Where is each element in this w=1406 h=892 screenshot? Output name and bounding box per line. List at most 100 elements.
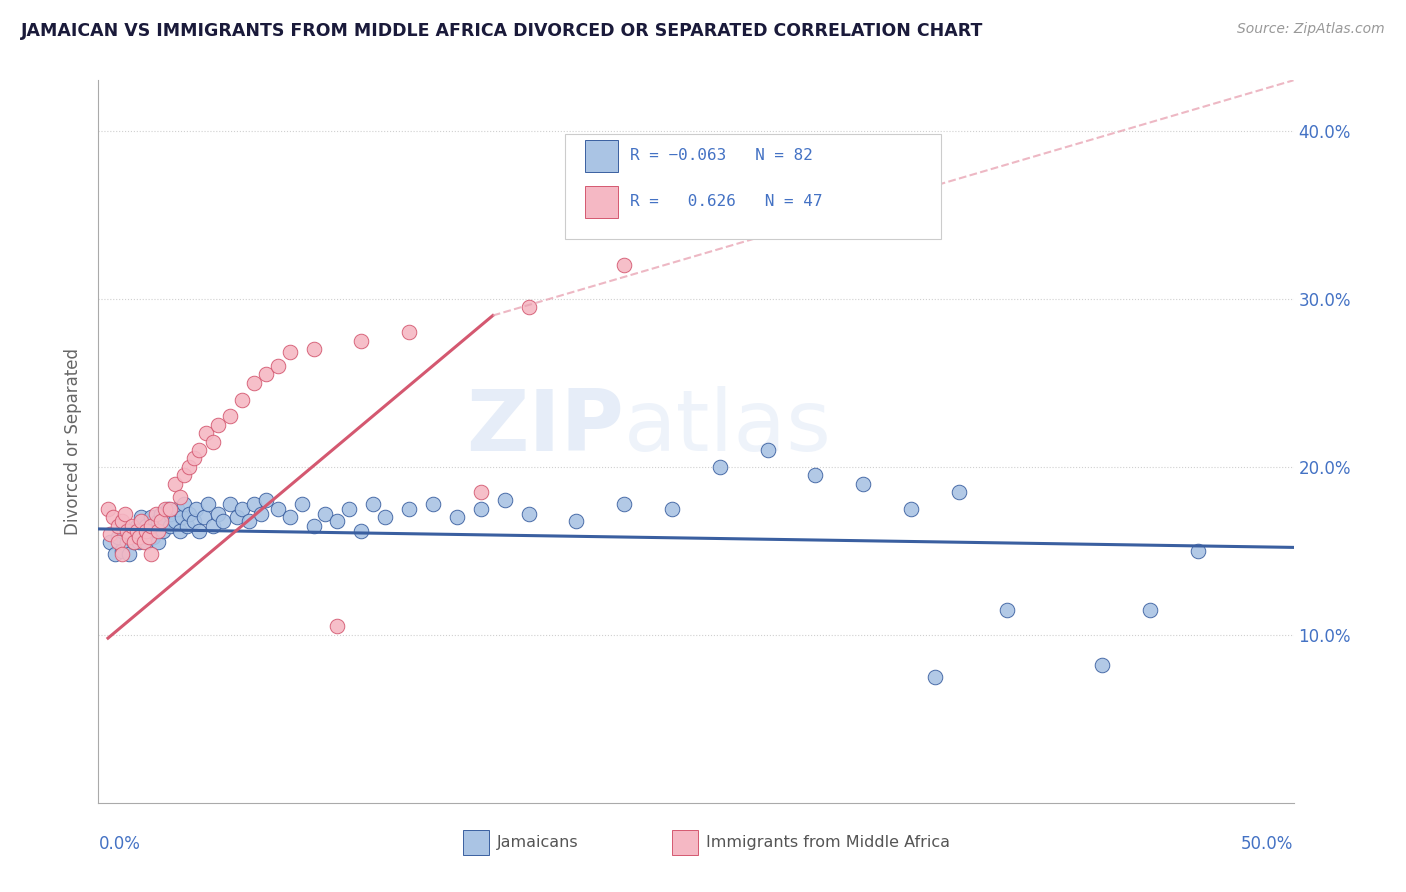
Point	[115, 535, 138, 549]
Point	[111, 524, 134, 538]
Text: R = −0.063   N = 82: R = −0.063 N = 82	[630, 148, 813, 163]
Point	[315, 507, 337, 521]
Point	[139, 527, 162, 541]
Point	[326, 514, 349, 528]
Point	[197, 497, 219, 511]
Point	[173, 468, 195, 483]
Point	[163, 514, 186, 528]
Point	[172, 510, 194, 524]
Point	[517, 300, 540, 314]
Point	[339, 501, 361, 516]
Text: Immigrants from Middle Africa: Immigrants from Middle Africa	[706, 835, 949, 850]
Point	[132, 530, 155, 544]
Point	[422, 497, 444, 511]
Point	[125, 518, 148, 533]
Point	[231, 392, 253, 407]
Text: ZIP: ZIP	[467, 385, 624, 468]
Point	[138, 530, 160, 544]
Point	[756, 442, 779, 457]
Point	[211, 514, 233, 528]
Y-axis label: Divorced or Separated: Divorced or Separated	[65, 348, 83, 535]
Point	[169, 490, 191, 504]
FancyBboxPatch shape	[565, 135, 941, 239]
Point	[243, 497, 266, 511]
Point	[852, 476, 875, 491]
Point	[900, 501, 922, 516]
Point	[159, 507, 181, 521]
Point	[565, 514, 588, 528]
Point	[207, 417, 229, 432]
Point	[363, 497, 385, 511]
Point	[278, 510, 301, 524]
Point	[97, 501, 120, 516]
Point	[494, 493, 516, 508]
Point	[254, 368, 277, 382]
Point	[138, 524, 160, 538]
Point	[118, 547, 141, 561]
Point	[613, 497, 636, 511]
Point	[267, 359, 290, 373]
Point	[186, 501, 208, 516]
Point	[326, 619, 349, 633]
Point	[243, 376, 266, 390]
Point	[159, 518, 181, 533]
Point	[254, 493, 277, 508]
Point	[135, 518, 157, 533]
Point	[1091, 658, 1114, 673]
Point	[114, 507, 136, 521]
Point	[148, 535, 170, 549]
Point	[231, 501, 253, 516]
Point	[804, 468, 827, 483]
Point	[98, 535, 122, 549]
Point	[145, 507, 167, 521]
Point	[135, 535, 157, 549]
Point	[238, 514, 260, 528]
Point	[1187, 543, 1209, 558]
Point	[176, 518, 198, 533]
Text: atlas: atlas	[624, 385, 832, 468]
Point	[124, 535, 146, 549]
Point	[104, 547, 127, 561]
Point	[139, 547, 162, 561]
Bar	[672, 830, 699, 855]
Point	[187, 442, 209, 457]
Bar	[585, 140, 619, 172]
Point	[613, 258, 636, 272]
Point	[159, 501, 181, 516]
Point	[111, 543, 134, 558]
Point	[139, 518, 162, 533]
Point	[709, 459, 731, 474]
Point	[149, 514, 172, 528]
Point	[124, 535, 146, 549]
Point	[128, 530, 150, 544]
Point	[163, 476, 186, 491]
Point	[250, 507, 273, 521]
Bar	[585, 186, 619, 218]
Text: R =   0.626   N = 47: R = 0.626 N = 47	[630, 194, 823, 210]
Point	[118, 530, 141, 544]
Point	[169, 524, 191, 538]
Point	[278, 345, 301, 359]
Text: Source: ZipAtlas.com: Source: ZipAtlas.com	[1237, 22, 1385, 37]
Point	[226, 510, 249, 524]
Point	[446, 510, 468, 524]
Point	[219, 497, 242, 511]
Point	[107, 535, 129, 549]
Point	[135, 524, 157, 538]
Point	[148, 524, 170, 538]
Point	[111, 514, 134, 528]
Point	[291, 497, 314, 511]
Point	[219, 409, 242, 424]
Point	[350, 334, 373, 348]
Point	[128, 535, 150, 549]
Point	[179, 507, 201, 521]
Point	[121, 527, 143, 541]
Point	[374, 510, 396, 524]
Point	[98, 527, 122, 541]
Point	[155, 501, 177, 516]
Point	[131, 527, 153, 541]
Point	[145, 524, 167, 538]
Point	[267, 501, 290, 516]
Text: Jamaicans: Jamaicans	[496, 835, 578, 850]
Point	[111, 547, 134, 561]
